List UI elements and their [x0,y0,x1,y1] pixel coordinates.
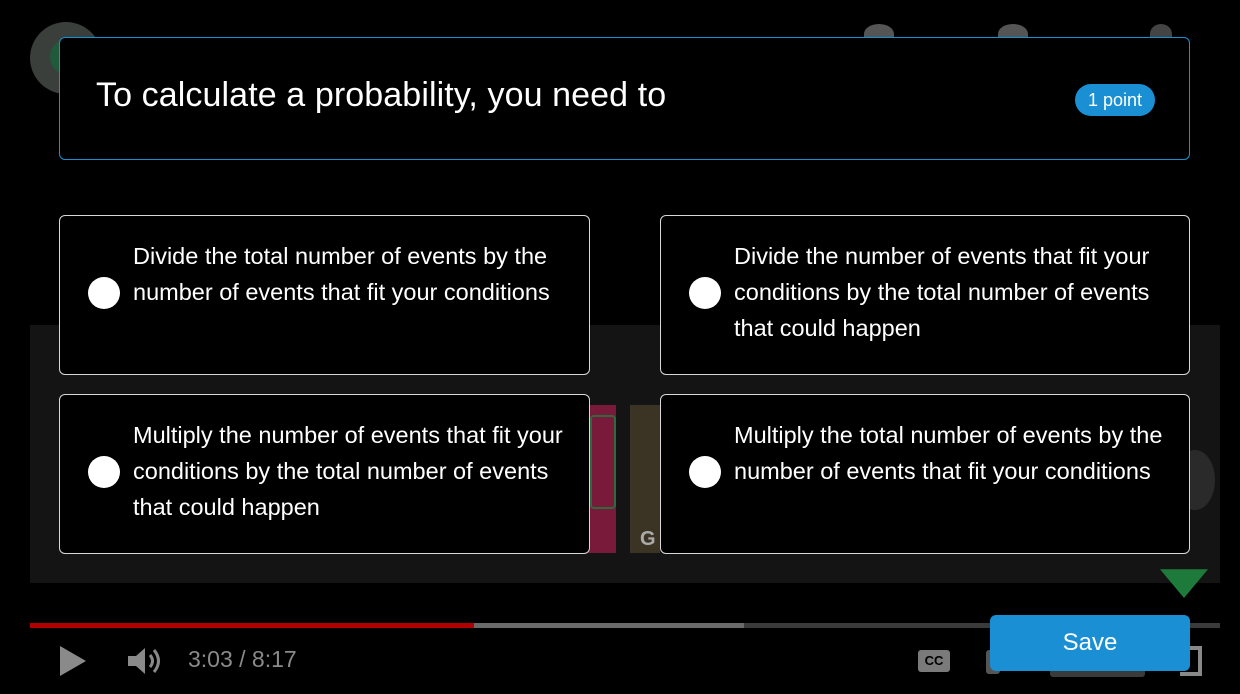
video-thumbnail[interactable] [630,405,660,553]
volume-icon[interactable] [128,646,168,676]
radio-button[interactable] [689,456,721,488]
answer-option[interactable]: Multiply the number of events that fit y… [59,394,590,554]
radio-button[interactable] [88,456,120,488]
answer-label: Divide the total number of events by the… [133,243,550,305]
points-badge: 1 point [1075,84,1155,116]
progress-played [30,623,474,628]
answer-option[interactable]: Divide the number of events that fit you… [660,215,1190,375]
answer-option[interactable]: Divide the total number of events by the… [59,215,590,375]
answer-label: Multiply the total number of events by t… [734,422,1163,484]
progress-bar[interactable] [30,623,1220,628]
answer-label: Multiply the number of events that fit y… [133,422,563,520]
cc-icon[interactable]: CC [918,650,950,672]
answer-option[interactable]: Multiply the total number of events by t… [660,394,1190,554]
video-thumbnail[interactable] [588,405,616,553]
radio-button[interactable] [689,277,721,309]
play-icon[interactable] [60,646,86,676]
save-button[interactable]: Save [990,615,1190,671]
fullscreen-icon[interactable] [1180,646,1202,676]
question-text: To calculate a probability, you need to [96,76,667,114]
question-card: To calculate a probability, you need to … [59,37,1190,160]
time-display: 3:03 / 8:17 [188,646,297,672]
answer-label: Divide the number of events that fit you… [734,243,1150,341]
radio-button[interactable] [88,277,120,309]
